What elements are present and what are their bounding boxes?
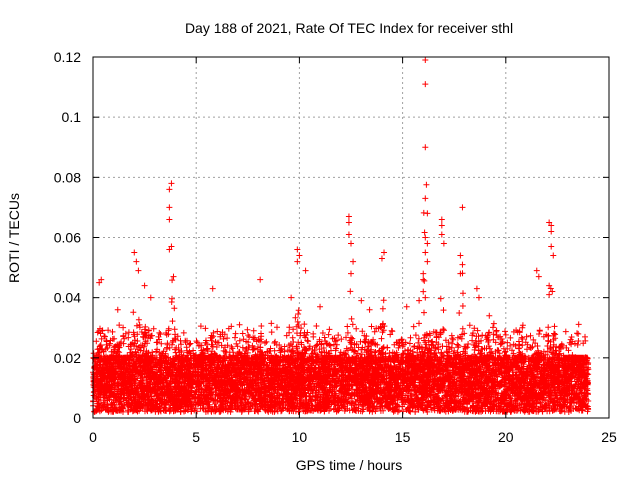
data-point xyxy=(296,252,303,259)
y-tick-label: 0.02 xyxy=(54,350,81,366)
data-point xyxy=(168,180,175,187)
data-point xyxy=(546,282,553,289)
data-point xyxy=(403,303,410,310)
y-tick-label: 0 xyxy=(73,410,81,426)
data-point xyxy=(114,306,121,313)
data-point xyxy=(546,291,553,298)
data-point xyxy=(257,276,264,283)
data-point xyxy=(168,243,175,250)
data-point xyxy=(422,294,429,301)
data-points xyxy=(90,57,592,415)
data-point xyxy=(209,285,216,292)
data-point xyxy=(533,267,540,274)
y-axis-label: ROTI / TECUs xyxy=(6,193,22,283)
data-point xyxy=(422,144,429,151)
data-point xyxy=(424,210,431,217)
data-point xyxy=(459,204,466,211)
data-point xyxy=(166,246,173,253)
data-point xyxy=(166,216,173,223)
data-point xyxy=(288,294,295,301)
y-tick-label: 0.1 xyxy=(62,109,82,125)
data-point xyxy=(438,216,445,223)
data-point xyxy=(131,249,138,256)
data-point xyxy=(550,252,557,259)
x-tick-label: 10 xyxy=(292,429,308,445)
data-point xyxy=(170,273,177,280)
data-point xyxy=(422,195,429,202)
data-point xyxy=(438,222,445,229)
data-point xyxy=(348,240,354,247)
data-point xyxy=(519,324,526,331)
data-point xyxy=(133,258,140,265)
data-point xyxy=(566,339,573,346)
data-point xyxy=(438,231,445,238)
data-point xyxy=(424,258,431,265)
data-point xyxy=(317,303,324,310)
data-point xyxy=(378,255,385,262)
data-point xyxy=(420,276,427,283)
data-point xyxy=(548,243,555,250)
data-point xyxy=(381,249,388,256)
data-point xyxy=(294,258,301,265)
data-point xyxy=(457,270,464,277)
data-point xyxy=(96,279,103,286)
data-point xyxy=(546,219,553,226)
y-tick-label: 0.12 xyxy=(54,49,81,65)
data-point xyxy=(548,222,555,229)
data-point xyxy=(345,213,352,220)
data-point xyxy=(302,267,309,274)
data-point xyxy=(294,246,301,253)
data-point xyxy=(348,270,354,277)
x-axis-label: GPS time / hours xyxy=(296,457,403,473)
x-tick-label: 20 xyxy=(498,429,514,445)
data-point xyxy=(475,294,482,301)
data-point xyxy=(422,81,429,88)
data-point xyxy=(358,297,365,304)
data-point xyxy=(350,258,357,265)
data-point xyxy=(366,306,373,313)
data-point xyxy=(457,252,464,259)
data-point xyxy=(141,282,148,289)
data-point xyxy=(422,234,429,241)
data-point xyxy=(416,297,423,304)
chart-title: Day 188 of 2021, Rate Of TEC Index for r… xyxy=(185,20,513,36)
data-point xyxy=(473,285,480,292)
data-point xyxy=(166,204,173,211)
data-point xyxy=(135,267,142,274)
data-point xyxy=(486,312,493,319)
y-tick-label: 0.04 xyxy=(54,290,81,306)
data-point xyxy=(147,294,154,301)
data-point xyxy=(422,57,429,64)
bulk-data-markers xyxy=(90,181,592,415)
axis-ticks: 0 5 10 15 20 25 0 0.02 0.04 0.06 0.08 0.1 0.12 xyxy=(54,49,617,445)
data-point xyxy=(459,261,466,268)
data-point xyxy=(166,186,173,193)
data-point xyxy=(422,249,429,256)
data-point xyxy=(548,228,555,235)
x-tick-label: 15 xyxy=(395,429,411,445)
y-tick-label: 0.06 xyxy=(54,230,81,246)
data-point xyxy=(424,240,431,247)
data-point xyxy=(420,288,427,295)
x-tick-label: 0 xyxy=(89,429,97,445)
y-tick-label: 0.08 xyxy=(54,169,81,185)
data-point xyxy=(98,276,105,283)
data-point xyxy=(420,270,427,277)
data-point xyxy=(236,321,243,328)
data-point xyxy=(440,240,447,247)
x-tick-label: 25 xyxy=(601,429,617,445)
data-point xyxy=(535,273,542,280)
data-point xyxy=(345,231,352,238)
data-point xyxy=(345,219,352,226)
x-tick-label: 5 xyxy=(192,429,200,445)
